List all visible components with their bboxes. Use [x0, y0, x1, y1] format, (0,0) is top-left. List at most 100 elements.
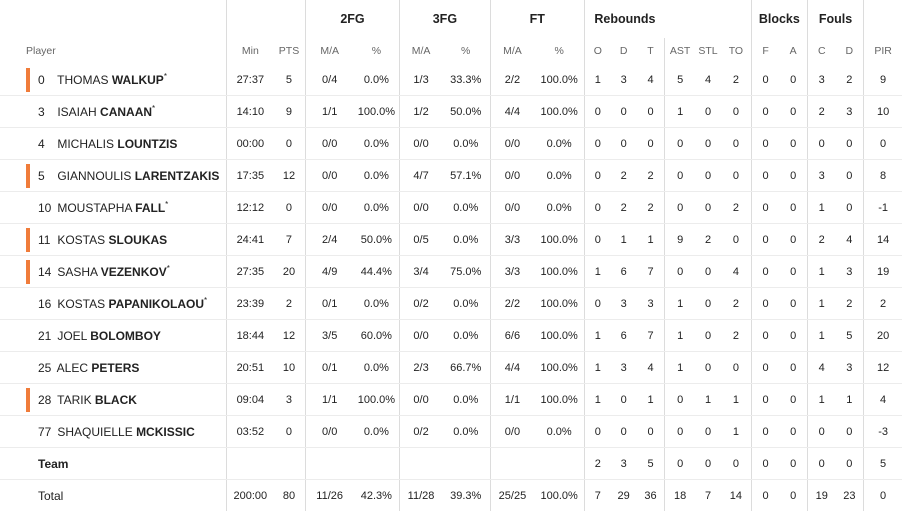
cell-foul-c: 0 — [807, 447, 836, 480]
col-blk-a[interactable]: A — [779, 38, 808, 64]
cell-ast: 1 — [664, 95, 695, 128]
player-cell: 21 JOEL BOLOMBOY — [0, 319, 228, 352]
player-first-name[interactable]: KOSTAS — [57, 233, 106, 247]
col-foul-c[interactable]: C — [817, 45, 826, 57]
player-last-name[interactable]: BOLOMBOY — [90, 329, 161, 343]
col-pts[interactable]: PTS — [273, 38, 306, 64]
cell-fg2-pct: 0.0% — [353, 64, 401, 96]
cell-fg3-pct: 39.3% — [441, 479, 491, 511]
player-first-name[interactable]: THOMAS — [57, 73, 109, 87]
player-first-name[interactable]: TARIK — [57, 393, 92, 407]
cell-pir: 12 — [863, 351, 902, 384]
cell-reb-d: 0 — [610, 383, 637, 416]
cell-foul-c: 1 — [807, 319, 836, 352]
cell-fg2-pct: 0.0% — [353, 191, 401, 224]
player-last-name[interactable]: SLOUKAS — [108, 233, 168, 247]
col-2fg-pct[interactable]: % — [353, 38, 401, 64]
cell-pir: 4 — [863, 383, 902, 416]
cell-foul-d: 0 — [835, 447, 865, 480]
cell-to: 0 — [721, 447, 752, 480]
col-stl[interactable]: STL — [698, 45, 718, 57]
player-first-name[interactable]: MICHALIS — [57, 137, 115, 151]
col-2fg-ma[interactable]: M/A — [320, 45, 339, 57]
cell-blk-a: 0 — [779, 479, 808, 511]
table-row: 3 ISAIAH CANAAN* 14:10 9 1/1 100.0% 1/2 50.0% 4… — [0, 95, 902, 128]
col-ast[interactable]: AST — [669, 45, 691, 57]
player-last-name[interactable]: WALKUP — [111, 73, 164, 87]
cell-stl: 0 — [694, 159, 722, 192]
col-pir[interactable]: PIR — [874, 45, 892, 57]
col-foul-d[interactable]: D — [835, 38, 865, 64]
cell-foul-c: 2 — [807, 95, 836, 128]
cell-reb-d: 2 — [610, 191, 637, 224]
cell-foul-d: 0 — [835, 191, 865, 224]
player-first-name[interactable]: JOEL — [57, 329, 87, 343]
cell-foul-c: 2 — [807, 223, 836, 256]
cell-min: 27:35 — [226, 255, 274, 288]
col-3fg-ma[interactable]: M/A — [411, 45, 431, 57]
cell-reb-o: 1 — [584, 319, 611, 352]
table-row: 0 THOMAS WALKUP* 27:37 5 0/4 0.0% 1/3 33.3% 2/2… — [0, 64, 902, 96]
col-reb-o[interactable]: O — [593, 45, 602, 57]
col-player[interactable]: Player — [0, 38, 228, 64]
player-first-name[interactable]: SHAQUIELLE — [57, 425, 133, 439]
cell-foul-c: 4 — [807, 351, 836, 384]
player-last-name[interactable]: CANAAN — [100, 105, 153, 119]
player-cell: 77 SHAQUIELLE MCKISSIC — [0, 415, 228, 448]
cell-foul-d: 3 — [835, 255, 865, 288]
cell-ft-pct: 100.0% — [534, 479, 585, 511]
col-blk-f[interactable]: F — [762, 45, 769, 57]
col-reb-t[interactable]: T — [636, 38, 666, 64]
cell-reb-d: 29 — [617, 489, 630, 502]
player-first-name[interactable]: KOSTAS — [57, 297, 106, 311]
cell-fg3-pct: 0.0% — [441, 127, 491, 160]
col-3fg-pct[interactable]: % — [441, 38, 491, 64]
cell-blk-a: 0 — [779, 415, 808, 448]
cell-ft-ma: 4/4 — [490, 95, 535, 128]
player-last-name[interactable]: VEZENKOV — [100, 265, 167, 279]
col-reb-d[interactable]: D — [619, 45, 628, 57]
cell-blk-a: 0 — [779, 351, 808, 384]
cell-min: 20:51 — [226, 351, 274, 384]
player-first-name[interactable]: MOUSTAPHA — [57, 201, 132, 215]
col-to[interactable]: TO — [721, 38, 752, 64]
player-first-name[interactable]: GIANNOULIS — [57, 169, 132, 183]
cell-fg2-pct — [353, 447, 401, 480]
player-first-name[interactable]: SASHA — [57, 265, 98, 279]
cell-foul-d: 0 — [835, 415, 865, 448]
player-last-name[interactable]: FALL — [135, 201, 166, 215]
cell-fg3-ma: 0/2 — [399, 287, 442, 320]
cell-foul-d: 3 — [835, 351, 865, 384]
player-first-name[interactable]: ISAIAH — [57, 105, 97, 119]
col-min[interactable]: Min — [241, 45, 259, 57]
player-last-name[interactable]: PAPANIKOLAOU — [108, 297, 205, 311]
col-ft-pct[interactable]: % — [534, 38, 585, 64]
player-last-name[interactable]: MCKISSIC — [136, 425, 195, 439]
col-ft-ma[interactable]: M/A — [503, 45, 522, 57]
player-number: 25 — [38, 361, 52, 375]
cell-reb-t: 0 — [636, 127, 666, 160]
starter-indicator — [26, 68, 30, 92]
cell-fg2-ma: 0/1 — [305, 287, 354, 320]
cell-ft-ma: 6/6 — [490, 319, 535, 352]
cell-min: 09:04 — [226, 383, 274, 416]
cell-pts: 80 — [273, 479, 306, 511]
cell-ft-ma — [490, 447, 535, 480]
player-last-name[interactable]: BLACK — [94, 393, 137, 407]
player-first-name[interactable]: ALEC — [56, 361, 89, 375]
cell-reb-d: 6 — [610, 319, 637, 352]
player-last-name[interactable]: LOUNTZIS — [117, 137, 178, 151]
group-2fg: 2FG — [305, 0, 401, 38]
player-last-name[interactable]: LARENTZAKIS — [134, 169, 220, 183]
cell-blk-f: 0 — [751, 159, 780, 192]
cell-fg2-ma: 0/4 — [305, 64, 354, 96]
player-cell: 10 MOUSTAPHA FALL* — [0, 191, 228, 224]
player-last-name[interactable]: PETERS — [91, 361, 140, 375]
player-cell: 11 KOSTAS SLOUKAS — [0, 223, 228, 256]
cell-fg3-ma: 4/7 — [399, 159, 442, 192]
cell-ft-ma: 0/0 — [490, 191, 535, 224]
cell-reb-t: 0 — [636, 415, 666, 448]
cell-ft-ma: 0/0 — [490, 159, 535, 192]
cell-blk-a: 0 — [779, 95, 808, 128]
player-cell: 5 GIANNOULIS LARENTZAKIS — [0, 159, 228, 192]
